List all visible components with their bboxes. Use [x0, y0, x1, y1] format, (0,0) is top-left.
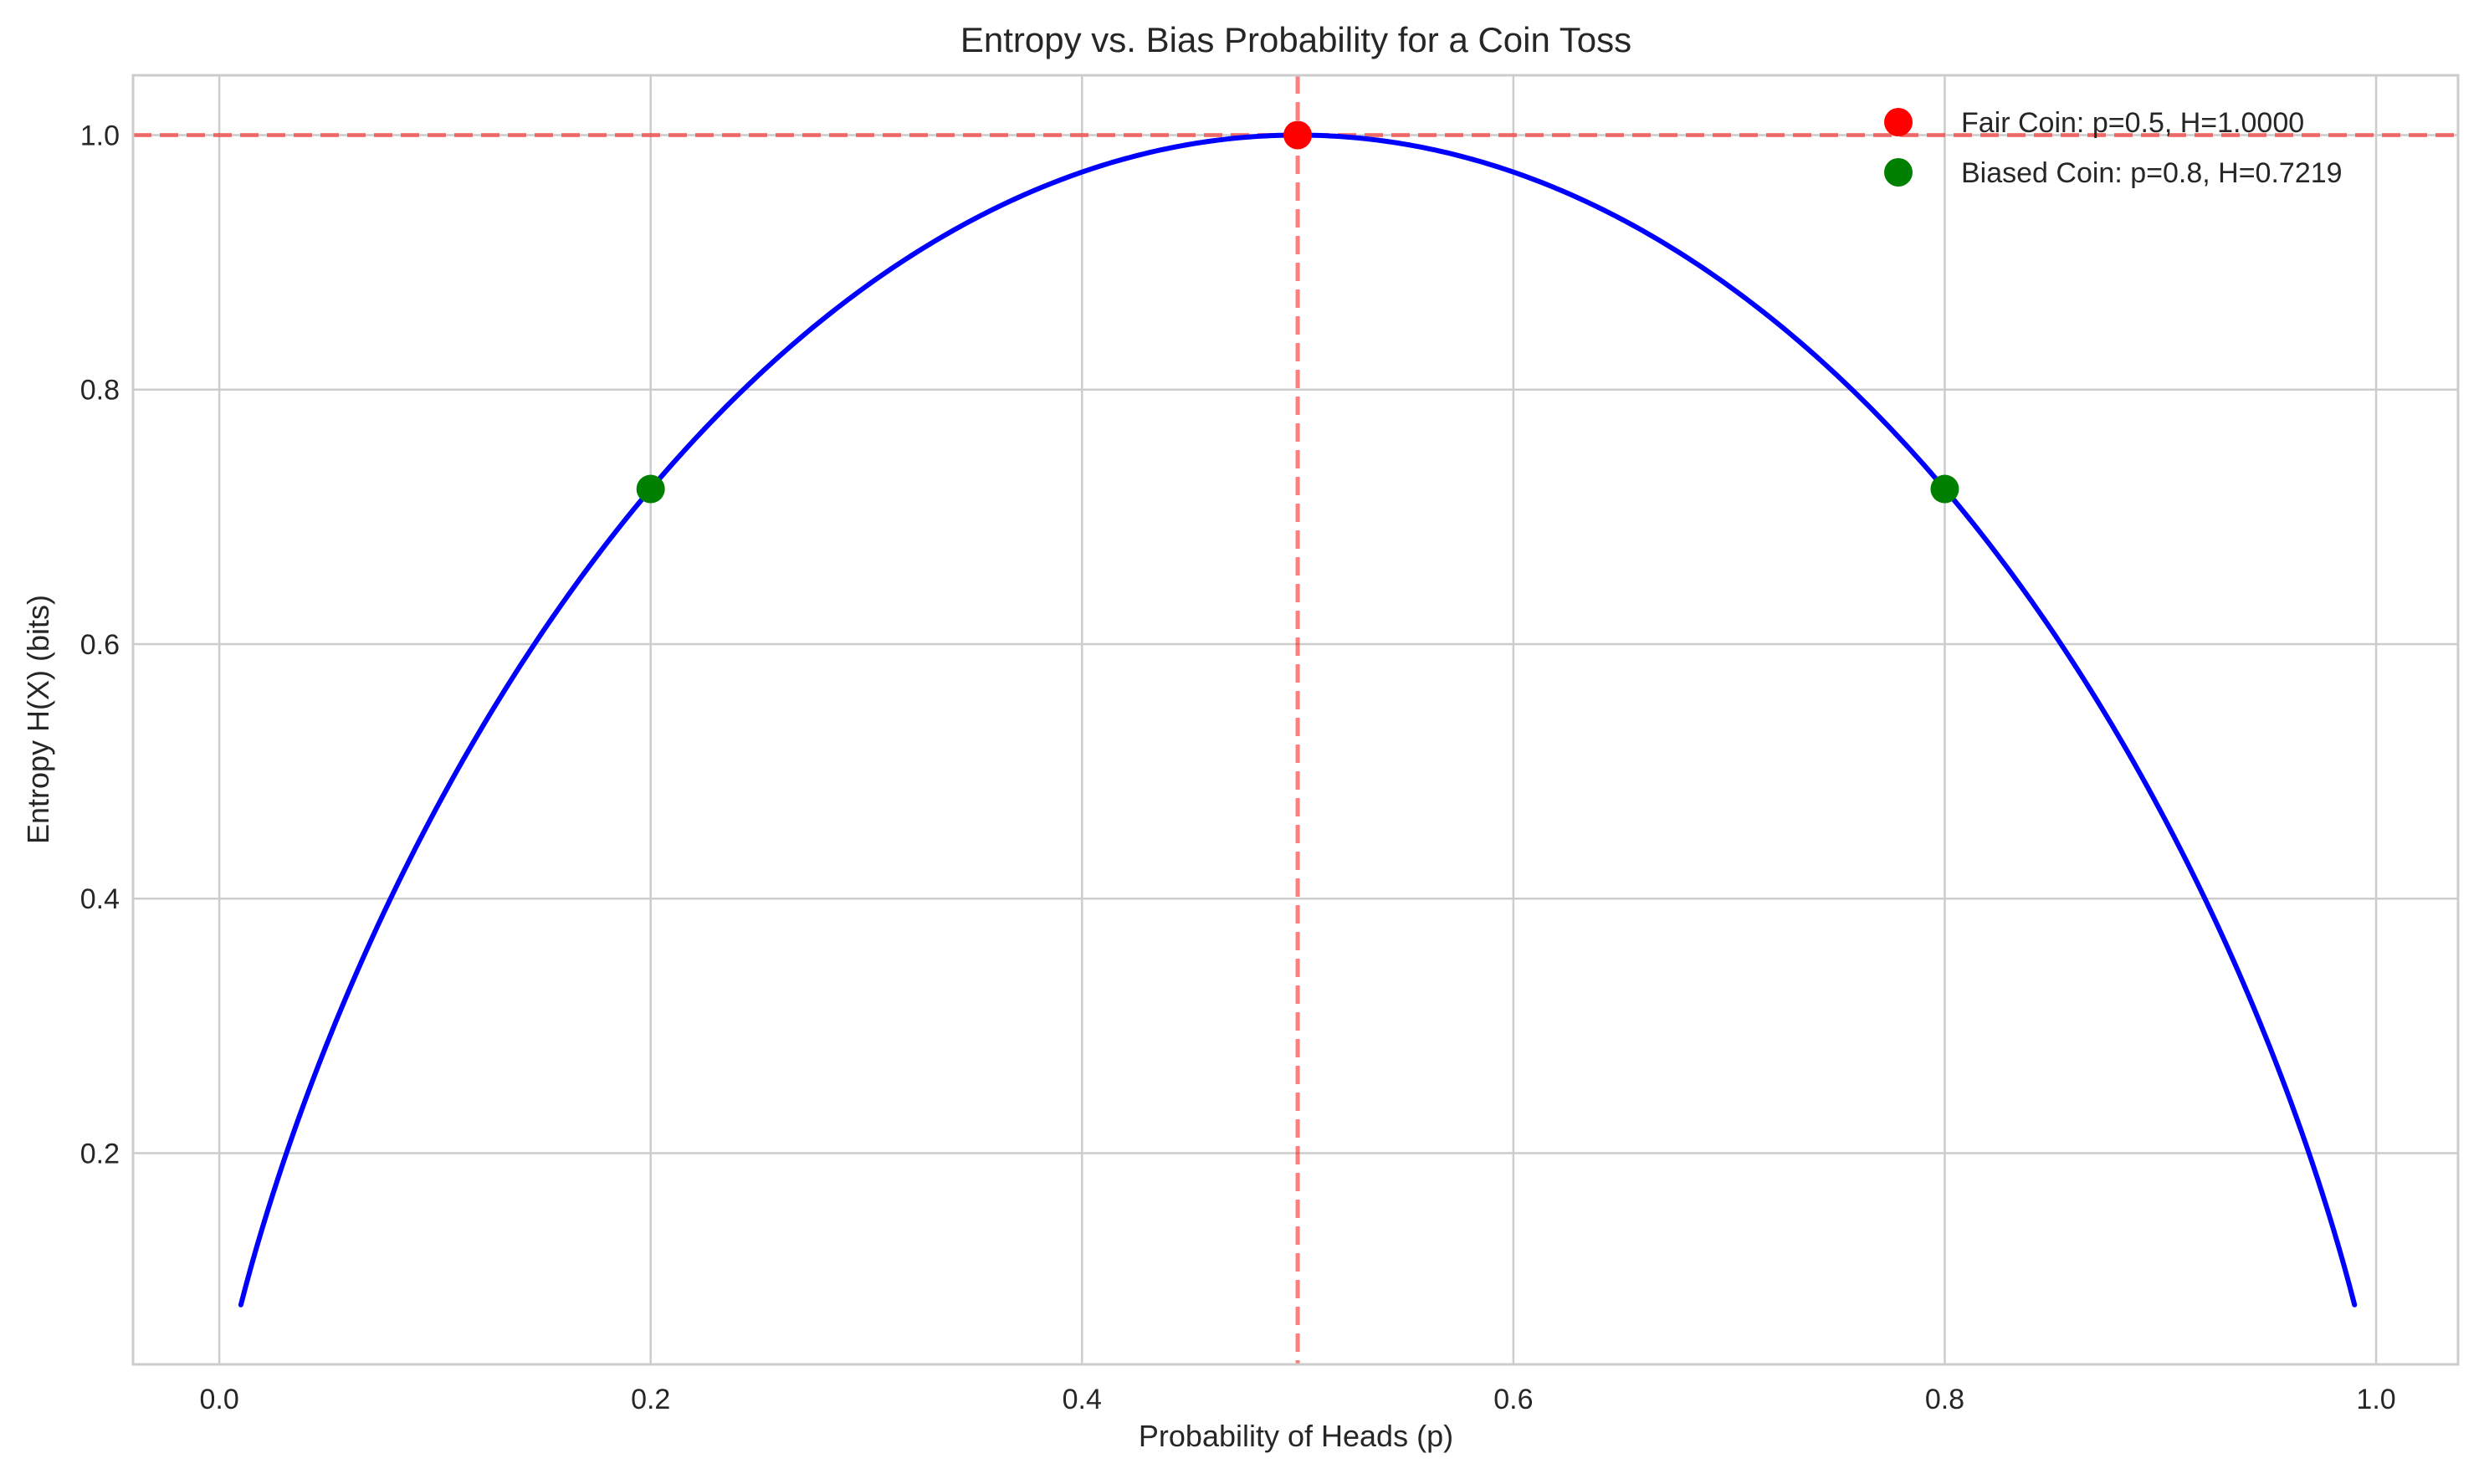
- legend-label: Fair Coin: p=0.5, H=1.0000: [1961, 107, 2304, 139]
- y-tick-label: 0.6: [80, 629, 120, 661]
- biased-coin-point: [636, 474, 665, 504]
- x-axis-label: Probability of Heads (p): [1139, 1419, 1453, 1453]
- x-tick-label: 0.2: [631, 1384, 670, 1415]
- legend: Fair Coin: p=0.5, H=1.0000 Biased Coin: p…: [1884, 107, 2343, 189]
- y-tick-label: 0.4: [80, 883, 120, 915]
- legend-label: Biased Coin: p=0.8, H=0.7219: [1961, 157, 2343, 189]
- biased-coin-point: [1930, 474, 1959, 504]
- chart-title: Entropy vs. Bias Probability for a Coin …: [960, 20, 1631, 59]
- y-axis-label: Entropy H(X) (bits): [21, 595, 55, 844]
- y-tick-labels: 0.2 0.4 0.6 0.8 1.0: [80, 120, 120, 1169]
- x-tick-label: 0.4: [1063, 1384, 1102, 1415]
- legend-marker: [1884, 108, 1913, 136]
- x-tick-label: 1.0: [2356, 1384, 2395, 1415]
- x-tick-labels: 0.0 0.2 0.4 0.6 0.8 1.0: [199, 1384, 2395, 1415]
- legend-marker: [1884, 158, 1913, 187]
- x-tick-label: 0.8: [1925, 1384, 1964, 1415]
- y-tick-label: 0.8: [80, 375, 120, 407]
- fair-coin-point: [1283, 120, 1313, 150]
- x-tick-label: 0.0: [199, 1384, 238, 1415]
- y-tick-label: 0.2: [80, 1138, 120, 1169]
- highlight-points: [636, 120, 1959, 504]
- plot-frame: [131, 74, 2460, 1366]
- x-tick-label: 0.6: [1493, 1384, 1533, 1415]
- y-tick-label: 1.0: [80, 120, 120, 151]
